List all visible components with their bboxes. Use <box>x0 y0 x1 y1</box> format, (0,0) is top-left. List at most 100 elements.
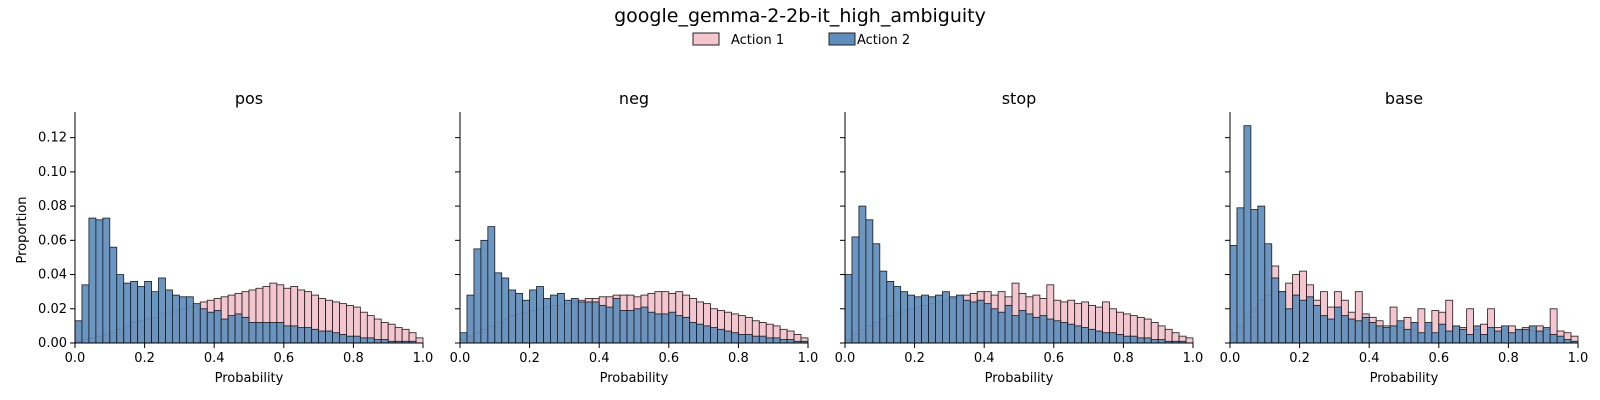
histogram-bar <box>325 330 333 344</box>
histogram-bar <box>907 294 916 344</box>
histogram-bar <box>1157 339 1166 344</box>
histogram-bar <box>304 327 313 344</box>
panel-pos: pos 0.0 0.2 0.4 0.6 0.8 1.0 0.00 0.02 0.04 0.06 0.0… <box>38 89 433 386</box>
histogram-bar <box>1340 315 1349 344</box>
histogram-bar <box>1011 315 1020 344</box>
x-axis-label: Probability <box>215 371 284 386</box>
panel-title: base <box>1385 89 1423 108</box>
histogram-bar <box>962 299 971 344</box>
histogram-bar <box>199 308 208 344</box>
histogram-bar <box>550 294 558 344</box>
histogram-bar <box>494 272 503 344</box>
histogram-bar <box>480 239 489 344</box>
histogram-bar <box>779 339 788 344</box>
histogram-bar <box>1375 325 1384 344</box>
histogram-bar <box>1136 337 1145 344</box>
legend-swatch-action-1 <box>692 32 720 46</box>
histogram-bar <box>1466 334 1475 344</box>
histogram-bar <box>675 315 684 344</box>
histogram-bar <box>1320 315 1328 344</box>
x-tick-label: 0.8 <box>1113 351 1134 366</box>
histogram-bar <box>1327 318 1335 344</box>
histogram-bar <box>1018 310 1027 344</box>
histogram-bar <box>95 219 104 344</box>
histogram-bar <box>1229 245 1238 344</box>
y-tick-label: 0.12 <box>38 131 67 146</box>
histogram-bar <box>1535 330 1544 344</box>
histogram-bar <box>738 334 746 344</box>
histogram-bar <box>1109 332 1117 344</box>
histogram-bar <box>1143 337 1152 344</box>
histogram-bar <box>786 339 795 344</box>
x-tick-label: 0.4 <box>589 351 610 366</box>
histogram-bar <box>955 294 964 344</box>
histogram-bar <box>724 330 732 344</box>
y-tick-label: 0.04 <box>38 268 67 283</box>
figure-title: google_gemma-2-2b-it_high_ambiguity <box>614 5 986 27</box>
histogram-bar <box>394 327 403 344</box>
histogram-bar <box>501 277 510 344</box>
x-axis-label: Probability <box>600 371 669 386</box>
x-tick-label: 1.0 <box>413 351 434 366</box>
histogram-bar <box>158 277 166 344</box>
x-axis-label: Probability <box>985 371 1054 386</box>
histogram-bar <box>914 296 922 344</box>
histogram-bar <box>758 335 767 344</box>
histogram-bar <box>227 315 236 344</box>
histogram-bar <box>1257 205 1266 344</box>
histogram-bar <box>633 308 642 344</box>
x-tick-label: 0.8 <box>1498 351 1519 366</box>
histogram-bar <box>751 335 760 344</box>
histogram-bar <box>1046 318 1055 344</box>
histogram-bar <box>942 291 950 344</box>
panel-title: neg <box>619 89 649 108</box>
x-tick-label: 0.6 <box>273 351 294 366</box>
histogram-bar <box>116 274 125 344</box>
histogram-bar <box>1480 334 1488 344</box>
histogram-bar <box>731 332 739 344</box>
histogram-bar <box>983 303 992 344</box>
histogram-bar <box>144 280 152 344</box>
histogram-bar <box>1129 335 1138 344</box>
panel-neg: neg 0.0 0.2 0.4 0.6 0.8 1.0 Probability <box>450 89 819 386</box>
histogram-bar <box>1102 332 1110 344</box>
histogram-bar <box>466 294 475 344</box>
series-2-bars <box>1229 125 1579 344</box>
histogram-bar <box>969 301 978 344</box>
histogram-bar <box>346 335 354 344</box>
histogram-bar <box>619 310 628 344</box>
histogram-bar <box>661 313 670 344</box>
histogram-bar <box>1236 207 1245 344</box>
histogram-bar <box>1243 125 1252 344</box>
histogram-bar <box>192 303 201 344</box>
histogram-bar <box>591 301 600 344</box>
histogram-bar <box>1459 328 1468 344</box>
histogram-bar <box>1004 304 1013 344</box>
histogram-bar <box>570 298 579 344</box>
histogram-bar <box>508 289 517 344</box>
histogram-bar <box>1053 320 1062 344</box>
histogram-bar <box>1508 332 1516 344</box>
histogram-bar <box>1185 337 1194 344</box>
y-tick-label: 0.06 <box>38 233 67 248</box>
y-tick-label: 0.10 <box>38 165 67 180</box>
histogram-bar <box>151 291 159 344</box>
x-tick-label: 0.4 <box>204 351 225 366</box>
histogram-bar <box>1250 209 1259 344</box>
histogram-bar <box>605 306 614 344</box>
x-tick-label: 0.2 <box>1289 351 1310 366</box>
x-tick-label: 1.0 <box>1183 351 1204 366</box>
histogram-bar <box>373 339 382 344</box>
histogram-bar <box>1542 327 1551 344</box>
histogram-bar <box>879 270 888 344</box>
histogram-bar <box>109 246 118 344</box>
histogram-bar <box>1549 334 1558 344</box>
histogram-bar <box>851 236 860 344</box>
x-tick-label: 0.6 <box>1428 351 1449 366</box>
histogram-bar <box>1361 316 1370 344</box>
histogram-bar <box>1501 325 1509 344</box>
histogram-bar <box>647 311 656 344</box>
x-tick-label: 0.2 <box>904 351 925 366</box>
histogram-bar <box>178 296 187 344</box>
histogram-bar <box>415 337 424 344</box>
